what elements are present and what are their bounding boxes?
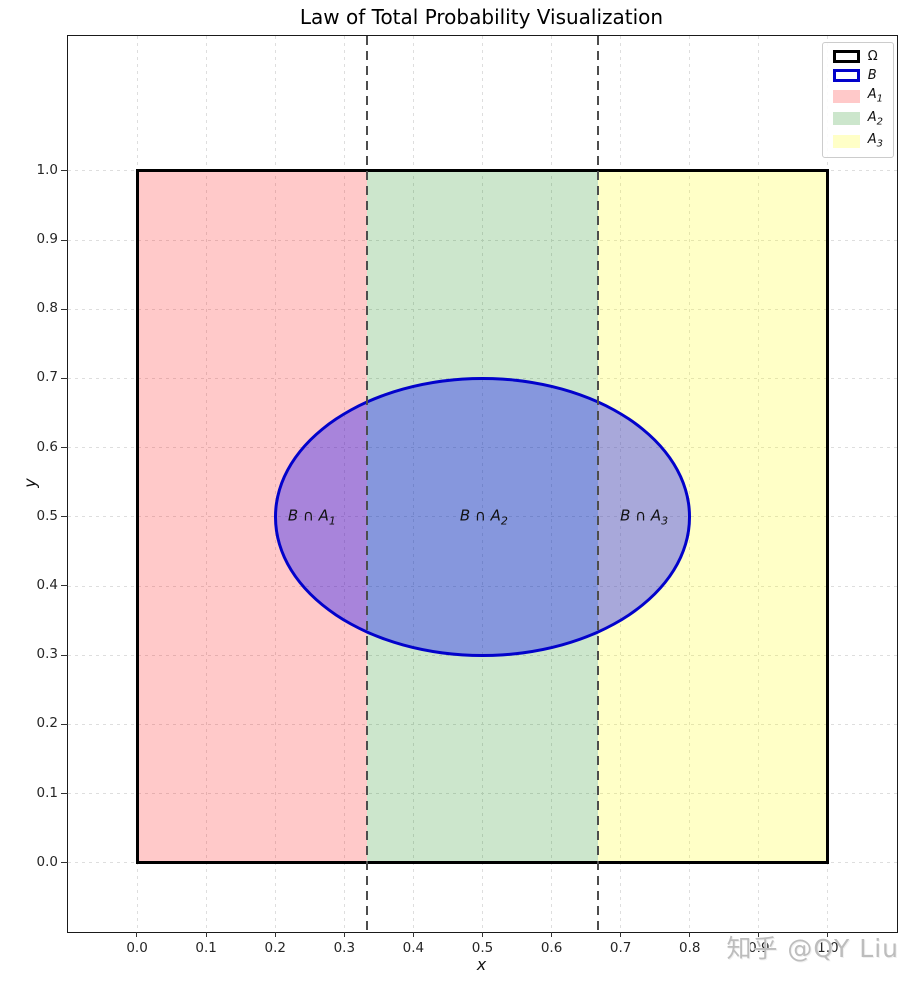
x-tick-label: 0.8	[679, 940, 701, 956]
x-tick-mark	[412, 932, 414, 937]
x-tick-label: 0.7	[609, 940, 632, 956]
y-tick-label: 0.0	[36, 853, 58, 870]
gridline-vertical	[205, 36, 207, 932]
y-tick-mark	[61, 585, 68, 587]
gridline-horizontal	[68, 723, 897, 725]
x-tick-mark	[136, 932, 138, 937]
y-tick-label: 0.9	[36, 231, 58, 248]
y-tick-mark	[61, 377, 68, 379]
x-tick-mark	[343, 932, 345, 937]
legend-entry-B: B	[832, 68, 883, 83]
gridline-vertical	[758, 36, 760, 932]
y-tick-mark	[61, 723, 68, 725]
y-tick-mark	[61, 308, 68, 310]
y-tick-mark	[61, 516, 68, 518]
y-tick-label: 0.7	[36, 369, 58, 386]
y-tick-label: 0.6	[36, 438, 58, 455]
event-b-ellipse	[273, 376, 692, 657]
y-tick-mark	[61, 170, 68, 172]
y-tick-label: 0.4	[36, 577, 58, 594]
gridline-vertical	[689, 36, 691, 932]
legend-entry-A3: A3	[832, 132, 883, 150]
y-tick-mark	[61, 447, 68, 449]
region-label-B-and-A2: B ∩ A2	[459, 506, 508, 528]
y-tick-mark	[61, 654, 68, 656]
gridline-horizontal	[68, 308, 897, 310]
x-tick-mark	[620, 932, 622, 937]
legend-label: Ω	[867, 49, 878, 64]
legend-entry-A2: A2	[832, 109, 883, 128]
legend-entry-A1: A1	[832, 87, 883, 105]
x-tick-label: 0.3	[333, 940, 356, 956]
x-tick-mark	[481, 932, 483, 937]
x-tick-label: 0.5	[471, 940, 494, 956]
x-tick-label: 0.1	[195, 940, 217, 956]
x-tick-label: 0.0	[126, 940, 148, 956]
legend-label: A2	[867, 109, 883, 128]
x-tick-mark	[689, 932, 691, 937]
legend-swatch	[832, 134, 860, 148]
legend-entry-Ω: Ω	[832, 49, 883, 64]
legend: Ω B A1 A2 A3	[821, 42, 894, 158]
x-tick-mark	[827, 932, 829, 937]
legend-swatch	[832, 112, 860, 126]
y-tick-label: 0.2	[36, 715, 58, 732]
y-tick-label: 0.5	[36, 507, 58, 524]
legend-label: A3	[867, 132, 883, 150]
y-tick-mark	[61, 239, 68, 241]
legend-swatch	[832, 50, 860, 63]
y-axis-label: y	[20, 478, 40, 488]
x-tick-mark	[758, 932, 760, 937]
partition-boundary-line-1	[366, 36, 369, 932]
gridline-vertical	[274, 36, 276, 932]
x-tick-mark	[205, 932, 207, 937]
partition-boundary-line-2	[596, 36, 599, 932]
x-tick-label: 0.2	[264, 940, 286, 956]
y-tick-mark	[61, 862, 68, 864]
x-axis-label: x	[476, 955, 487, 974]
y-tick-label: 0.8	[36, 300, 58, 317]
legend-label: B	[867, 68, 877, 83]
sample-space-outline	[135, 169, 830, 865]
legend-swatch	[832, 89, 860, 103]
chart-title: Law of Total Probability Visualization	[299, 5, 664, 29]
y-tick-label: 1.0	[36, 161, 58, 178]
legend-label: A1	[867, 87, 883, 105]
region-label-B-and-A3: B ∩ A3	[620, 506, 669, 528]
gridline-horizontal	[68, 793, 897, 795]
watermark: 知乎 @QY Liu	[726, 934, 899, 963]
x-tick-label: 0.4	[402, 940, 425, 956]
x-tick-label: 0.9	[748, 940, 770, 956]
gridline-horizontal	[68, 239, 897, 241]
x-tick-label: 0.6	[540, 940, 563, 956]
plot-area: Ω B A1 A2 A3 B ∩ A1 B ∩ A2 B ∩ A3 0.0 0.1 0.2 0.3 0…	[37, 35, 898, 956]
y-tick-label: 0.1	[36, 784, 58, 801]
legend-swatch	[832, 69, 860, 82]
x-tick-mark	[274, 932, 276, 937]
x-tick-label: 1.0	[817, 940, 839, 956]
region-label-B-and-A1: B ∩ A1	[287, 506, 336, 528]
y-tick-mark	[61, 793, 68, 795]
x-tick-mark	[550, 932, 552, 937]
y-tick-label: 0.3	[36, 646, 58, 663]
